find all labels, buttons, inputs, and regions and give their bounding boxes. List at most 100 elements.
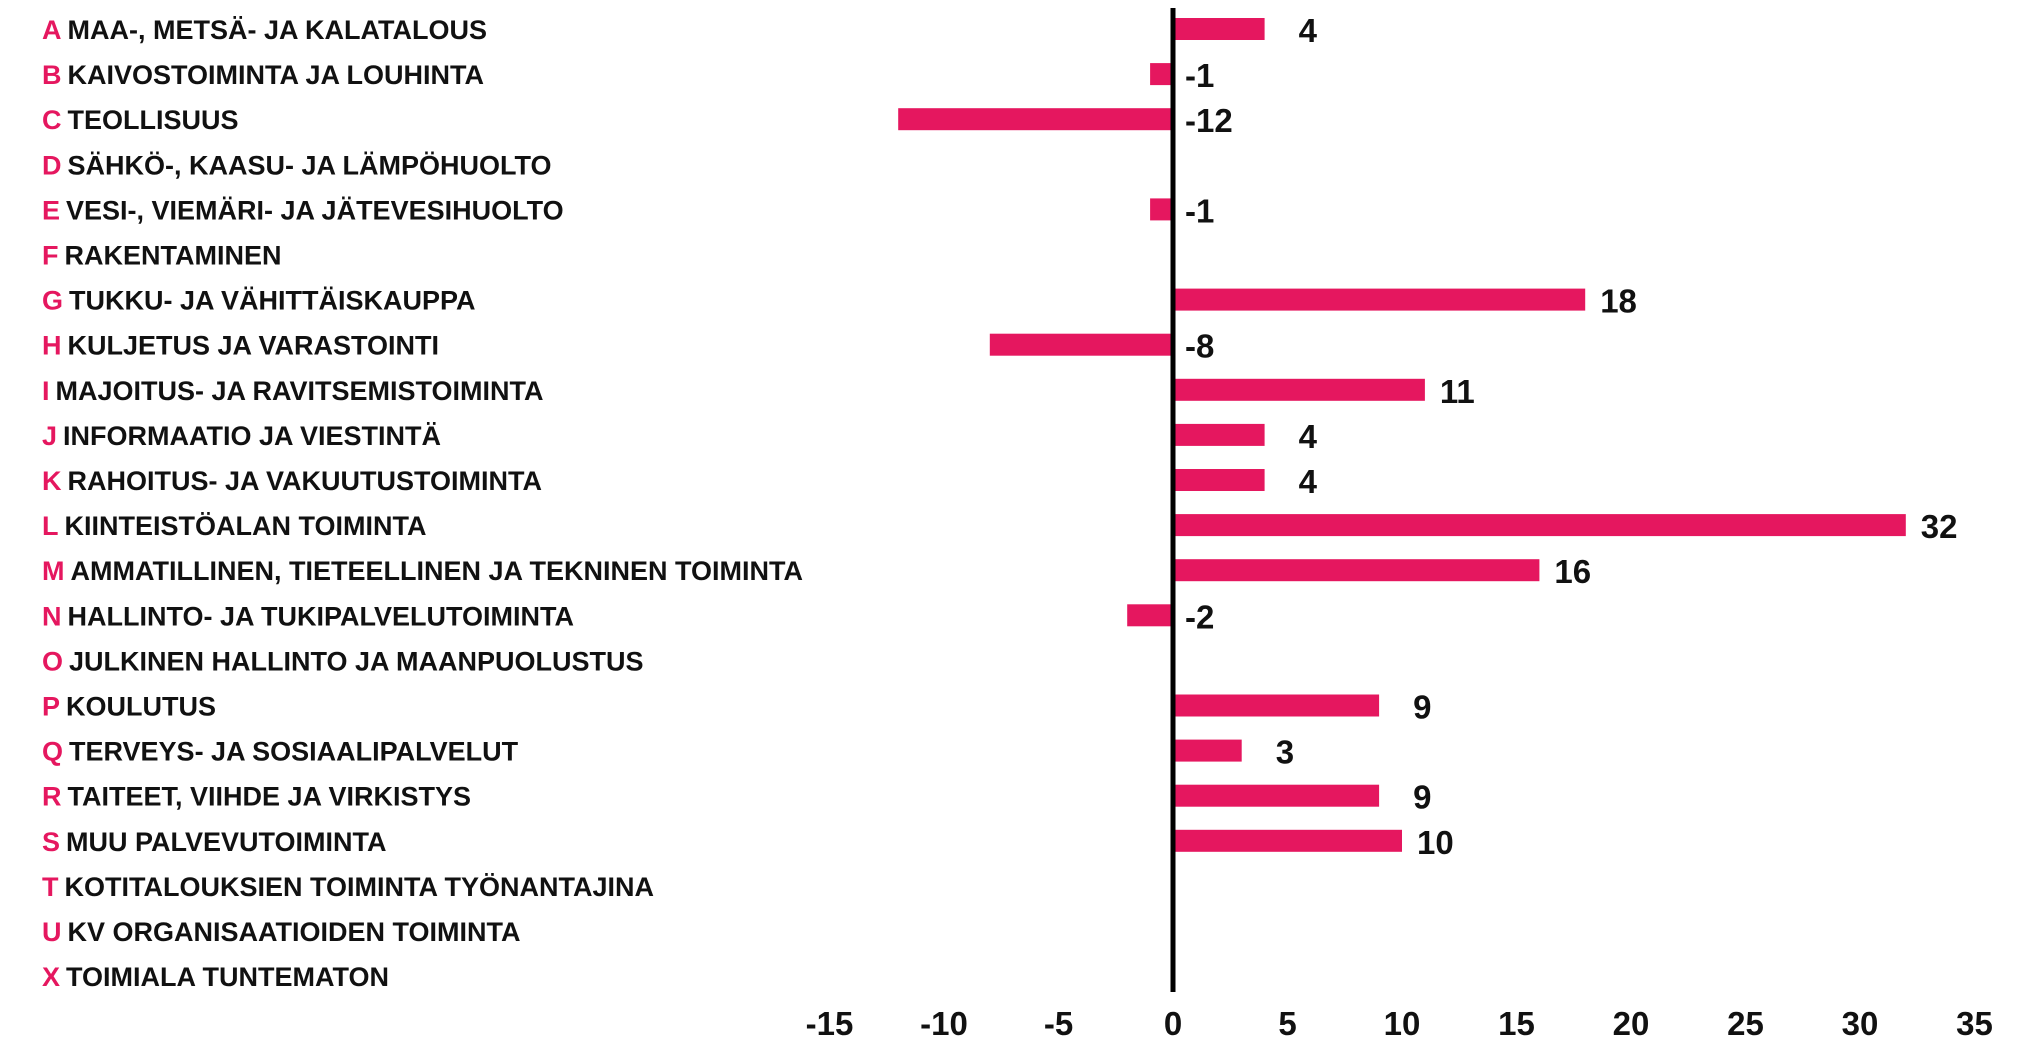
bar-h [989, 333, 1173, 356]
x-tick-label: 20 [1613, 1005, 1650, 1042]
category-label-h: H KULJETUS JA VARASTOINTI [42, 331, 439, 361]
category-code: O [42, 646, 63, 676]
category-code: D [42, 150, 62, 180]
category-label-x: X TOIMIALA TUNTEMATON [42, 962, 389, 992]
category-name: RAKENTAMINEN [65, 241, 282, 271]
category-label-k: K RAHOITUS- JA VAKUUTUSTOIMINTA [42, 466, 542, 496]
bar-l [1173, 514, 1906, 537]
category-name: MAJOITUS- JA RAVITSEMISTOIMINTA [56, 376, 544, 406]
category-name: TUKKU- JA VÄHITTÄISKAUPPA [69, 286, 476, 316]
category-name: KOTITALOUKSIEN TOIMINTA TYÖNANTAJINA [65, 872, 654, 902]
category-code: L [42, 511, 59, 541]
category-label-b: B KAIVOSTOIMINTA JA LOUHINTA [42, 60, 484, 90]
category-code: N [42, 601, 62, 631]
bar-s [1173, 829, 1402, 852]
category-name: SÄHKÖ-, KAASU- JA LÄMPÖHUOLTO [68, 150, 552, 180]
bar-g [1173, 288, 1586, 311]
bar-j [1173, 423, 1265, 446]
category-code: R [42, 782, 62, 812]
x-tick-label: -15 [806, 1005, 854, 1042]
category-label-l: L KIINTEISTÖALAN TOIMINTA [42, 511, 426, 541]
category-label-r: R TAITEET, VIIHDE JA VIRKISTYS [42, 782, 471, 812]
value-label-r: 9 [1413, 779, 1431, 816]
value-label-k: 4 [1299, 463, 1318, 500]
value-label-p: 9 [1413, 689, 1431, 726]
x-tick-label: 30 [1842, 1005, 1879, 1042]
category-labels-layer: A MAA-, METSÄ- JA KALATALOUS B KAIVOSTOIMIN… [42, 15, 803, 992]
value-label-i: 11 [1440, 373, 1475, 410]
category-name: HALLINTO- JA TUKIPALVELUTOIMINTA [68, 601, 574, 631]
category-label-s: S MUU PALVEVUTOIMINTA [42, 827, 387, 857]
category-label-n: N HALLINTO- JA TUKIPALVELUTOIMINTA [42, 601, 574, 631]
bar-r [1173, 784, 1380, 807]
category-name: MAA-, METSÄ- JA KALATALOUS [68, 15, 487, 45]
category-name: TAITEET, VIIHDE JA VIRKISTYS [68, 782, 472, 812]
category-name: KV ORGANISAATIOIDEN TOIMINTA [68, 917, 521, 947]
category-code: A [42, 15, 62, 45]
category-label-u: U KV ORGANISAATIOIDEN TOIMINTA [42, 917, 521, 947]
x-tick-label: 35 [1956, 1005, 1993, 1042]
category-code: T [42, 872, 59, 902]
x-tick-label: 25 [1727, 1005, 1764, 1042]
category-code: X [42, 962, 60, 992]
category-name: MUU PALVEVUTOIMINTA [66, 827, 387, 857]
value-label-s: 10 [1417, 824, 1454, 861]
bar-p [1173, 694, 1380, 717]
bar-n [1127, 604, 1173, 627]
value-label-a: 4 [1299, 12, 1318, 49]
category-code: M [42, 556, 65, 586]
category-code: I [42, 376, 50, 406]
category-code: P [42, 692, 60, 722]
category-name: KULJETUS JA VARASTOINTI [68, 331, 440, 361]
value-label-b: -1 [1185, 57, 1214, 94]
value-labels-layer: 4 -1 -12 -1 18 -8 11 4 4 32 16 -2 9 3 9 10 [1185, 12, 1958, 861]
category-label-o: O JULKINEN HALLINTO JA MAANPUOLUSTUS [42, 646, 644, 676]
value-label-g: 18 [1600, 283, 1637, 320]
x-tick-label: -5 [1044, 1005, 1073, 1042]
category-code: J [42, 421, 57, 451]
category-code: E [42, 195, 60, 225]
category-name: TERVEYS- JA SOSIAALIPALVELUT [69, 737, 519, 767]
category-name: TEOLLISUUS [68, 105, 239, 135]
category-label-a: A MAA-, METSÄ- JA KALATALOUS [42, 15, 487, 45]
value-label-j: 4 [1299, 418, 1318, 455]
category-label-e: E VESI-, VIEMÄRI- JA JÄTEVESIHUOLTO [42, 195, 564, 225]
bars-layer [898, 18, 1906, 852]
category-code: H [42, 331, 62, 361]
category-name: TOIMIALA TUNTEMATON [66, 962, 389, 992]
category-label-i: I MAJOITUS- JA RAVITSEMISTOIMINTA [42, 376, 544, 406]
x-tick-label: 10 [1384, 1005, 1421, 1042]
category-code: Q [42, 737, 63, 767]
category-name: INFORMAATIO JA VIESTINTÄ [63, 421, 441, 451]
x-tick-label: -10 [920, 1005, 968, 1042]
value-label-e: -1 [1185, 192, 1214, 229]
value-label-c: -12 [1185, 102, 1233, 139]
category-code: K [42, 466, 62, 496]
category-label-f: F RAKENTAMINEN [42, 241, 282, 271]
x-axis-ticks-layer: -15 -10 -5 0 5 10 15 20 25 30 35 [806, 1005, 1993, 1042]
bar-e [1150, 198, 1173, 221]
category-label-q: Q TERVEYS- JA SOSIAALIPALVELUT [42, 737, 519, 767]
bar-b [1150, 63, 1173, 86]
bar-q [1173, 739, 1242, 762]
category-code: C [42, 105, 62, 135]
x-tick-label: 5 [1278, 1005, 1296, 1042]
category-name: KAIVOSTOIMINTA JA LOUHINTA [68, 60, 485, 90]
category-code: G [42, 286, 63, 316]
category-label-p: P KOULUTUS [42, 692, 216, 722]
bar-i [1173, 378, 1425, 401]
category-name: RAHOITUS- JA VAKUUTUSTOIMINTA [68, 466, 543, 496]
category-label-t: T KOTITALOUKSIEN TOIMINTA TYÖNANTAJINA [42, 872, 654, 902]
category-name: JULKINEN HALLINTO JA MAANPUOLUSTUS [69, 646, 644, 676]
value-label-n: -2 [1185, 598, 1214, 635]
category-label-m: M AMMATILLINEN, TIETEELLINEN JA TEKNINEN … [42, 556, 803, 586]
value-label-m: 16 [1554, 553, 1591, 590]
category-name: KOULUTUS [66, 692, 216, 722]
category-name: AMMATILLINEN, TIETEELLINEN JA TEKNINEN T… [71, 556, 803, 586]
category-name: VESI-, VIEMÄRI- JA JÄTEVESIHUOLTO [66, 195, 564, 225]
value-label-q: 3 [1276, 734, 1294, 771]
category-name: KIINTEISTÖALAN TOIMINTA [65, 511, 427, 541]
value-label-h: -8 [1185, 328, 1214, 365]
